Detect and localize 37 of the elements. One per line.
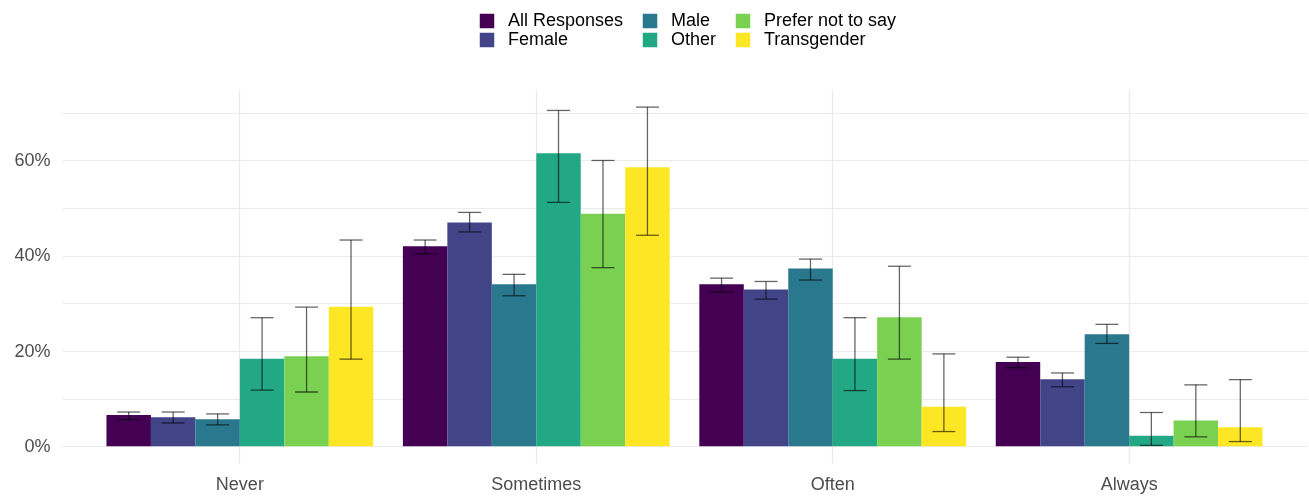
bar [491,284,537,447]
legend-label: Transgender [764,29,866,49]
x-tick-label: Never [215,473,264,494]
bar [743,289,789,447]
bar [239,358,285,447]
legend-label: All Responses [508,10,624,30]
y-tick-label: 20% [14,340,51,361]
x-tick-label: Often [810,473,855,494]
bar [150,417,196,447]
bar [1084,334,1130,447]
bar [284,356,329,447]
bar [447,222,492,447]
x-tick-label: Always [1100,473,1158,494]
bar [699,284,744,447]
bar [788,268,833,447]
bar [195,419,240,447]
y-tick-label: 40% [14,245,51,266]
bar [1173,420,1219,447]
legend-label: Female [508,29,569,49]
bar [1040,379,1085,447]
bar [1129,435,1174,447]
bar [402,246,448,447]
bar [625,167,670,447]
y-tick-label: 0% [24,435,51,456]
bar [832,358,878,447]
bar [328,306,374,447]
x-tick-label: Sometimes [491,473,582,494]
bar [995,362,1041,447]
legend-label: Prefer not to say [764,10,897,30]
bar [580,213,626,447]
bar [877,317,922,447]
legend-label: Male [671,10,711,30]
y-tick-label: 60% [14,149,51,170]
bar [921,406,967,447]
legend-label: Other [671,29,717,49]
bar [1218,427,1263,447]
bar [536,153,581,447]
